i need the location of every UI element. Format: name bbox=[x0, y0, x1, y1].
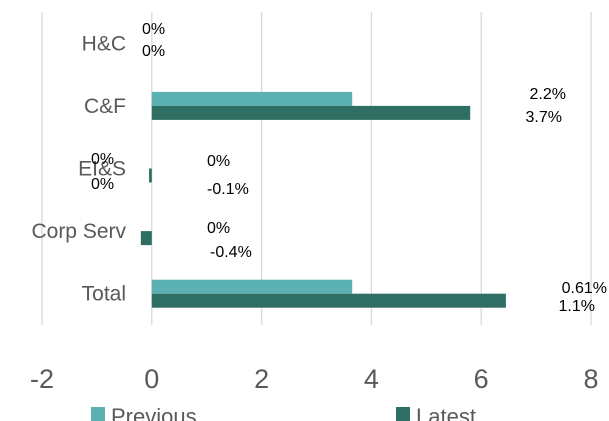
category-label: H&C bbox=[82, 32, 126, 55]
legend: Previous Latest bbox=[91, 404, 476, 421]
bar-latest bbox=[140, 231, 152, 246]
gridlines bbox=[41, 12, 592, 325]
bar-latest bbox=[151, 293, 506, 308]
bars bbox=[140, 91, 506, 308]
x-tick-label: 6 bbox=[474, 364, 489, 394]
legend-label: Latest bbox=[416, 404, 476, 421]
bar-latest bbox=[151, 105, 471, 120]
data-labels: 0% 0% 2.2% 3.7% 0% -0.1% 0% -0.4% 0.61%1.1% 0% 0% bbox=[91, 21, 607, 315]
category-labels: H&C C&F EI&S Corp Serv Total bbox=[31, 32, 126, 305]
data-label: 3.7% bbox=[526, 109, 562, 126]
data-label: 0% bbox=[207, 153, 230, 170]
legend-swatch bbox=[91, 407, 105, 421]
bar-previous bbox=[151, 91, 353, 106]
category-label: C&F bbox=[84, 95, 126, 118]
category-label: Total bbox=[82, 283, 126, 306]
data-label: 0% bbox=[142, 21, 165, 38]
x-tick-label: 2 bbox=[254, 364, 269, 394]
data-label: 0% bbox=[207, 220, 230, 237]
x-tick-label: -2 bbox=[30, 364, 54, 394]
bar-latest bbox=[149, 168, 152, 183]
x-axis-tick-labels: -2 0 2 4 6 8 bbox=[30, 364, 599, 394]
data-label: 1.1% bbox=[559, 298, 595, 315]
data-label: -0.4% bbox=[210, 244, 252, 261]
data-label: 0% bbox=[91, 151, 114, 168]
data-label: 0.61% bbox=[562, 280, 607, 297]
data-label: 0% bbox=[142, 43, 165, 60]
bar-previous bbox=[151, 279, 353, 294]
data-label: 0% bbox=[91, 176, 114, 193]
data-label: 2.2% bbox=[530, 86, 566, 103]
x-tick-label: 0 bbox=[144, 364, 159, 394]
category-label: EI&S bbox=[78, 158, 126, 181]
x-tick-label: 8 bbox=[583, 364, 598, 394]
legend-swatch bbox=[396, 407, 410, 421]
data-label: -0.1% bbox=[207, 181, 249, 198]
legend-label: Previous bbox=[111, 404, 197, 421]
x-tick-label: 4 bbox=[364, 364, 379, 394]
category-label: Corp Serv bbox=[31, 220, 126, 243]
